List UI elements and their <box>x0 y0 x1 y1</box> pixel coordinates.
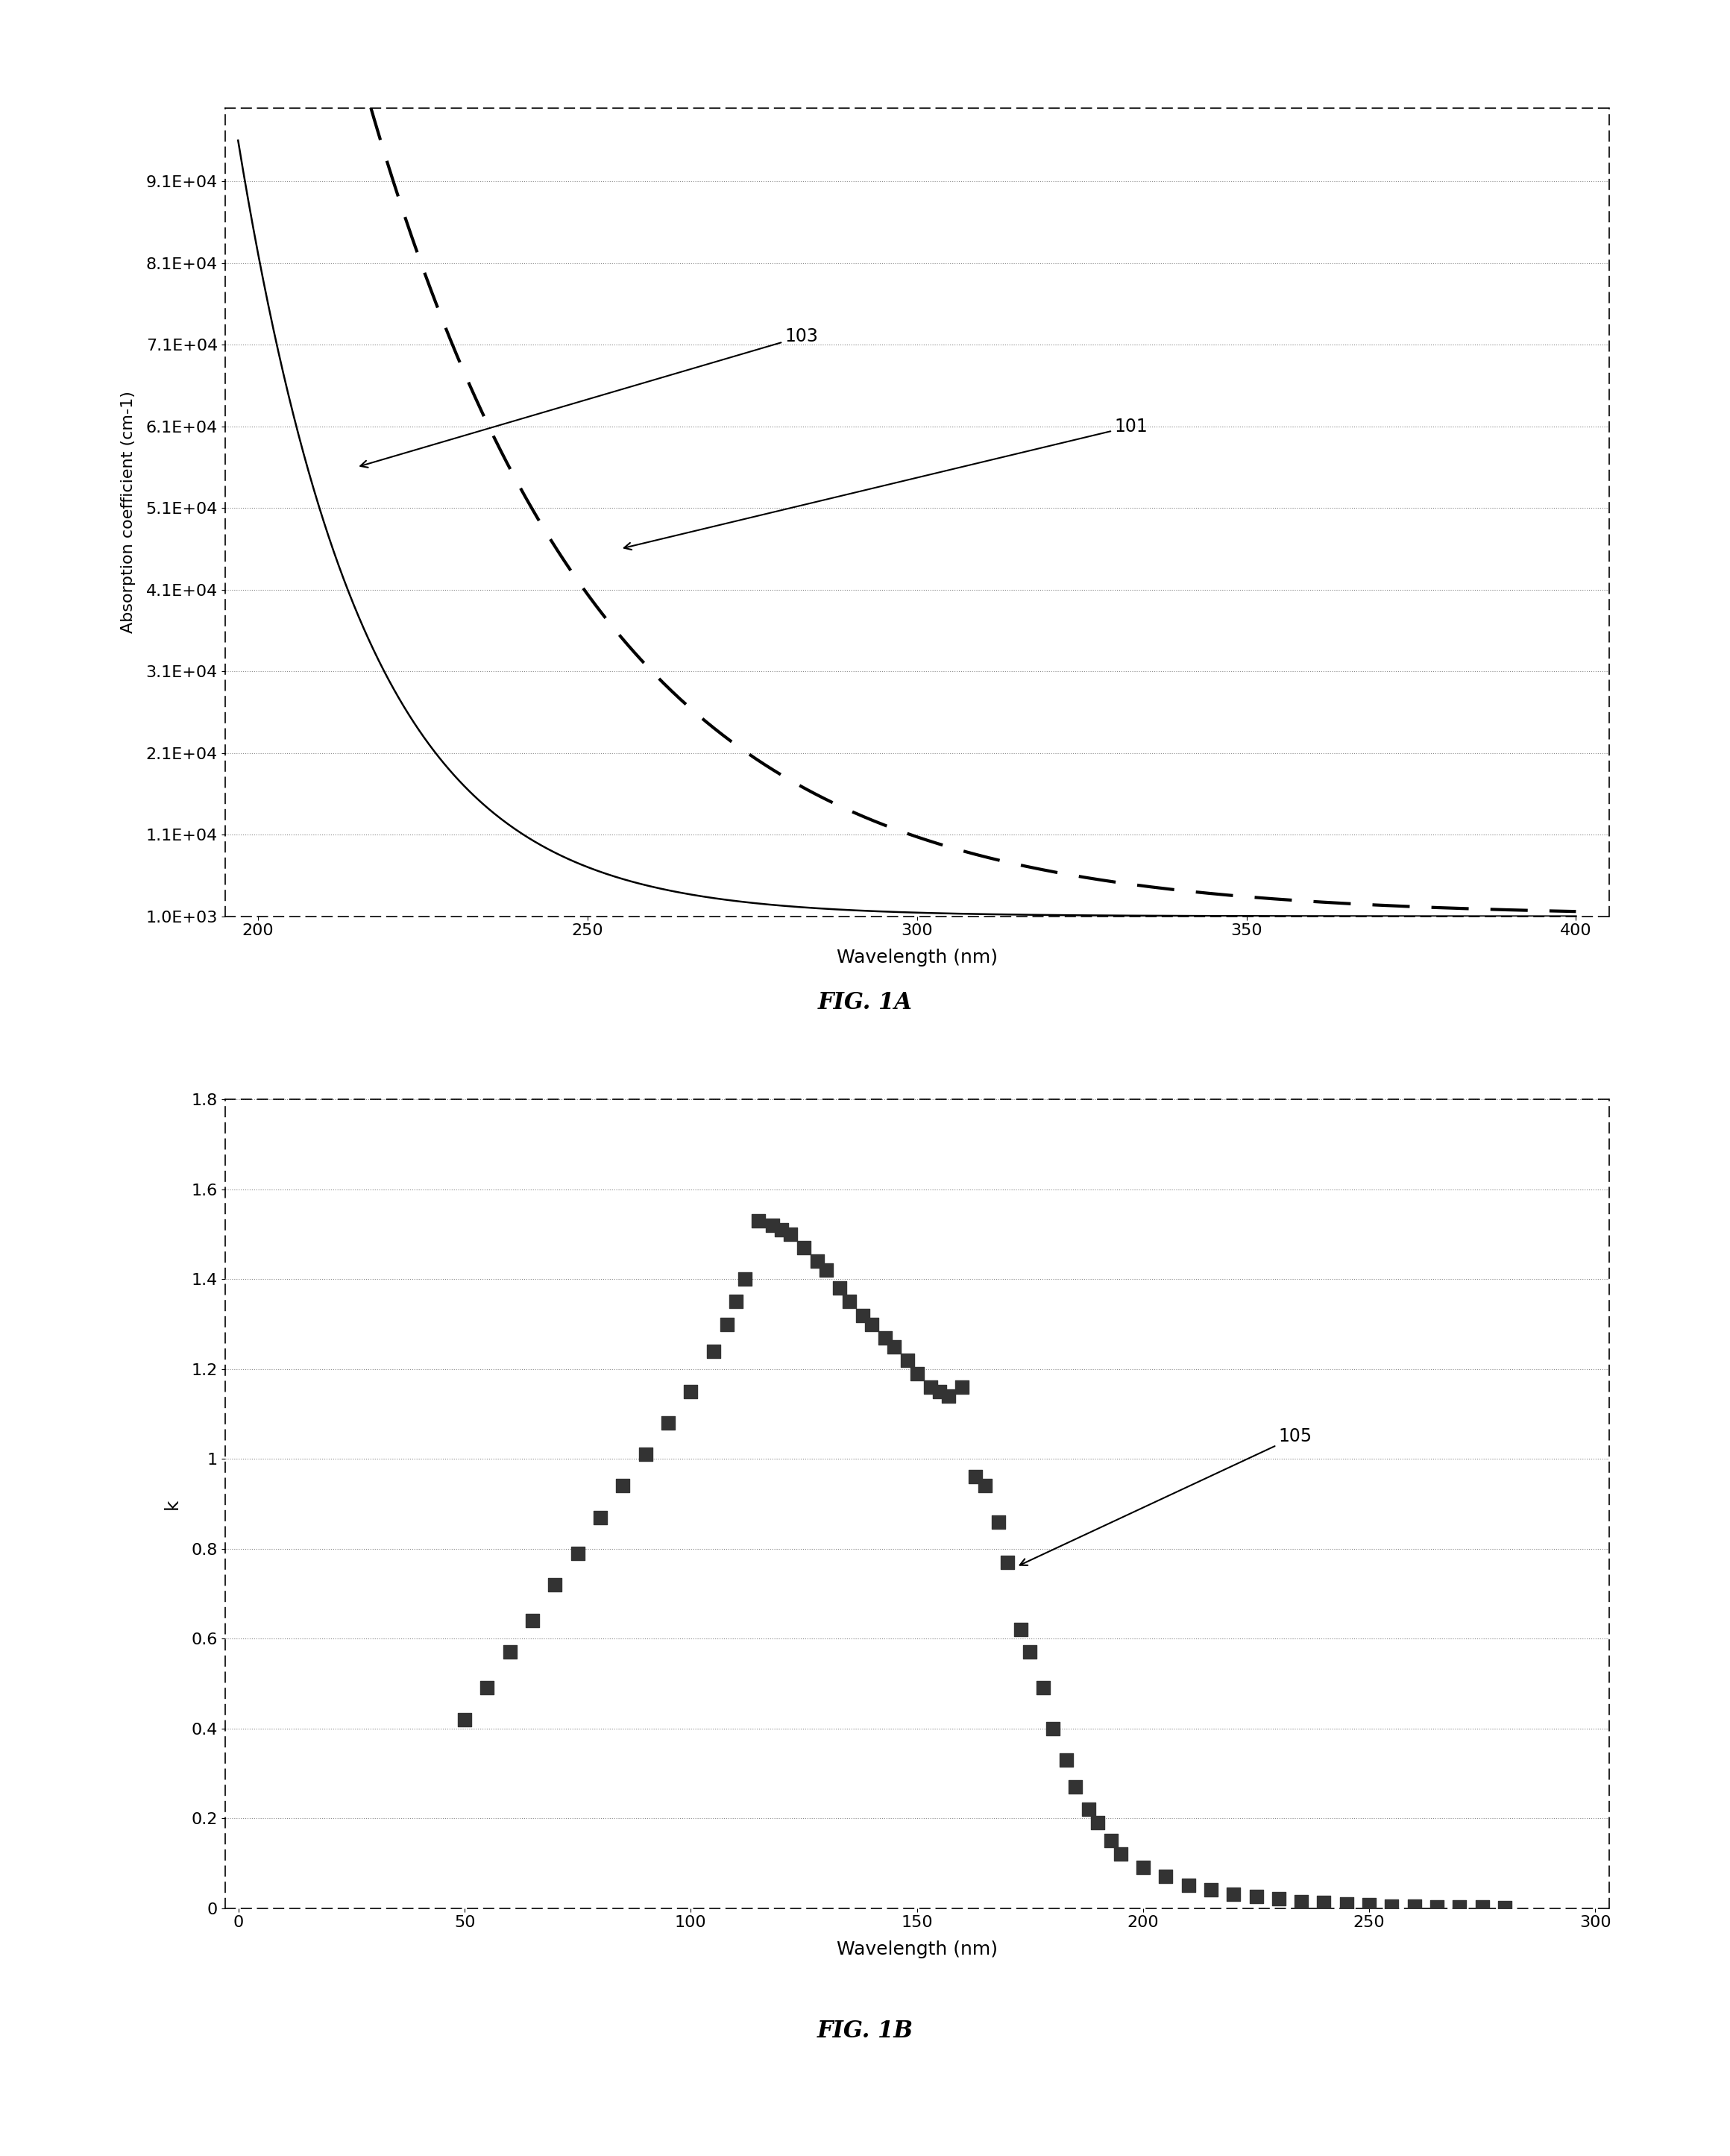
Point <box>768 1212 796 1246</box>
Point <box>791 1231 818 1266</box>
Point <box>1469 1891 1496 1925</box>
Point <box>676 1373 704 1408</box>
Point <box>519 1604 547 1639</box>
Point <box>541 1567 569 1602</box>
Point <box>1107 1837 1135 1871</box>
Point <box>721 1285 749 1319</box>
Point <box>1379 1889 1406 1923</box>
Point <box>1424 1889 1451 1923</box>
Point <box>1287 1884 1315 1919</box>
Point <box>1097 1824 1125 1858</box>
Point <box>872 1319 900 1354</box>
Point <box>984 1505 1012 1539</box>
Point <box>849 1298 877 1332</box>
Point <box>858 1307 886 1341</box>
Point <box>962 1460 990 1494</box>
Point <box>497 1634 524 1669</box>
Point <box>1310 1884 1337 1919</box>
Text: FIG. 1B: FIG. 1B <box>817 2020 913 2042</box>
Text: 105: 105 <box>1021 1427 1313 1565</box>
Point <box>894 1343 922 1378</box>
Point <box>1074 1792 1102 1826</box>
Point <box>948 1369 976 1404</box>
Point <box>1052 1742 1080 1777</box>
Point <box>1242 1880 1270 1915</box>
Point <box>1007 1613 1035 1647</box>
Point <box>654 1406 682 1440</box>
Point <box>1197 1874 1225 1908</box>
Point <box>732 1261 759 1296</box>
Point <box>1152 1858 1180 1893</box>
Point <box>586 1501 614 1535</box>
Point <box>452 1703 479 1738</box>
Point <box>836 1285 863 1319</box>
Point <box>1038 1712 1066 1746</box>
Point <box>1085 1805 1112 1839</box>
Y-axis label: Absorption coefficient (cm-1): Absorption coefficient (cm-1) <box>121 390 135 634</box>
Point <box>1016 1634 1043 1669</box>
Point <box>1029 1671 1057 1705</box>
Point <box>934 1380 962 1414</box>
X-axis label: Wavelength (nm): Wavelength (nm) <box>836 1940 998 1958</box>
Y-axis label: k: k <box>163 1498 182 1509</box>
Point <box>827 1270 855 1304</box>
Point <box>713 1307 740 1341</box>
Point <box>917 1369 945 1404</box>
Point <box>1265 1882 1292 1917</box>
Point <box>631 1438 659 1473</box>
Point <box>758 1207 785 1242</box>
Point <box>1446 1891 1474 1925</box>
Point <box>813 1253 841 1287</box>
Point <box>1332 1886 1360 1921</box>
Point <box>903 1356 931 1391</box>
Point <box>1062 1770 1090 1805</box>
Point <box>744 1203 772 1238</box>
Point <box>564 1535 592 1570</box>
Point <box>881 1330 908 1365</box>
Point <box>971 1468 998 1503</box>
Point <box>993 1546 1021 1580</box>
Point <box>1130 1850 1157 1884</box>
Point <box>474 1671 502 1705</box>
Text: 103: 103 <box>360 328 818 468</box>
Point <box>609 1468 637 1503</box>
Point <box>1491 1891 1519 1925</box>
X-axis label: Wavelength (nm): Wavelength (nm) <box>836 949 998 966</box>
Point <box>777 1216 804 1250</box>
Text: FIG. 1A: FIG. 1A <box>818 992 912 1013</box>
Point <box>1220 1878 1247 1912</box>
Point <box>699 1335 727 1369</box>
Point <box>1355 1889 1382 1923</box>
Text: 101: 101 <box>625 418 1149 550</box>
Point <box>803 1244 830 1279</box>
Point <box>1401 1889 1429 1923</box>
Point <box>1175 1869 1202 1904</box>
Point <box>926 1373 953 1408</box>
